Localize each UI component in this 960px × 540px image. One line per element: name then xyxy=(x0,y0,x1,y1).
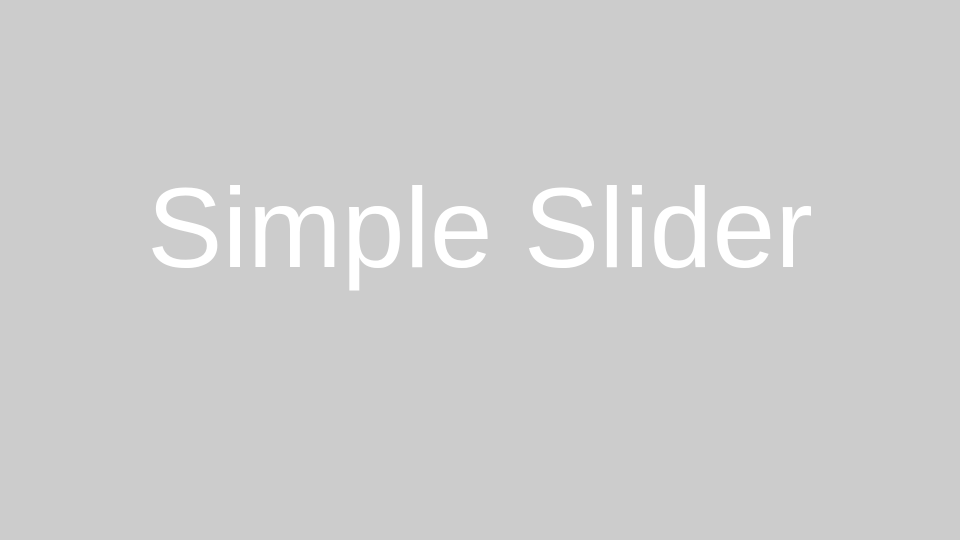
slide-title: Simple Slider xyxy=(147,165,813,291)
